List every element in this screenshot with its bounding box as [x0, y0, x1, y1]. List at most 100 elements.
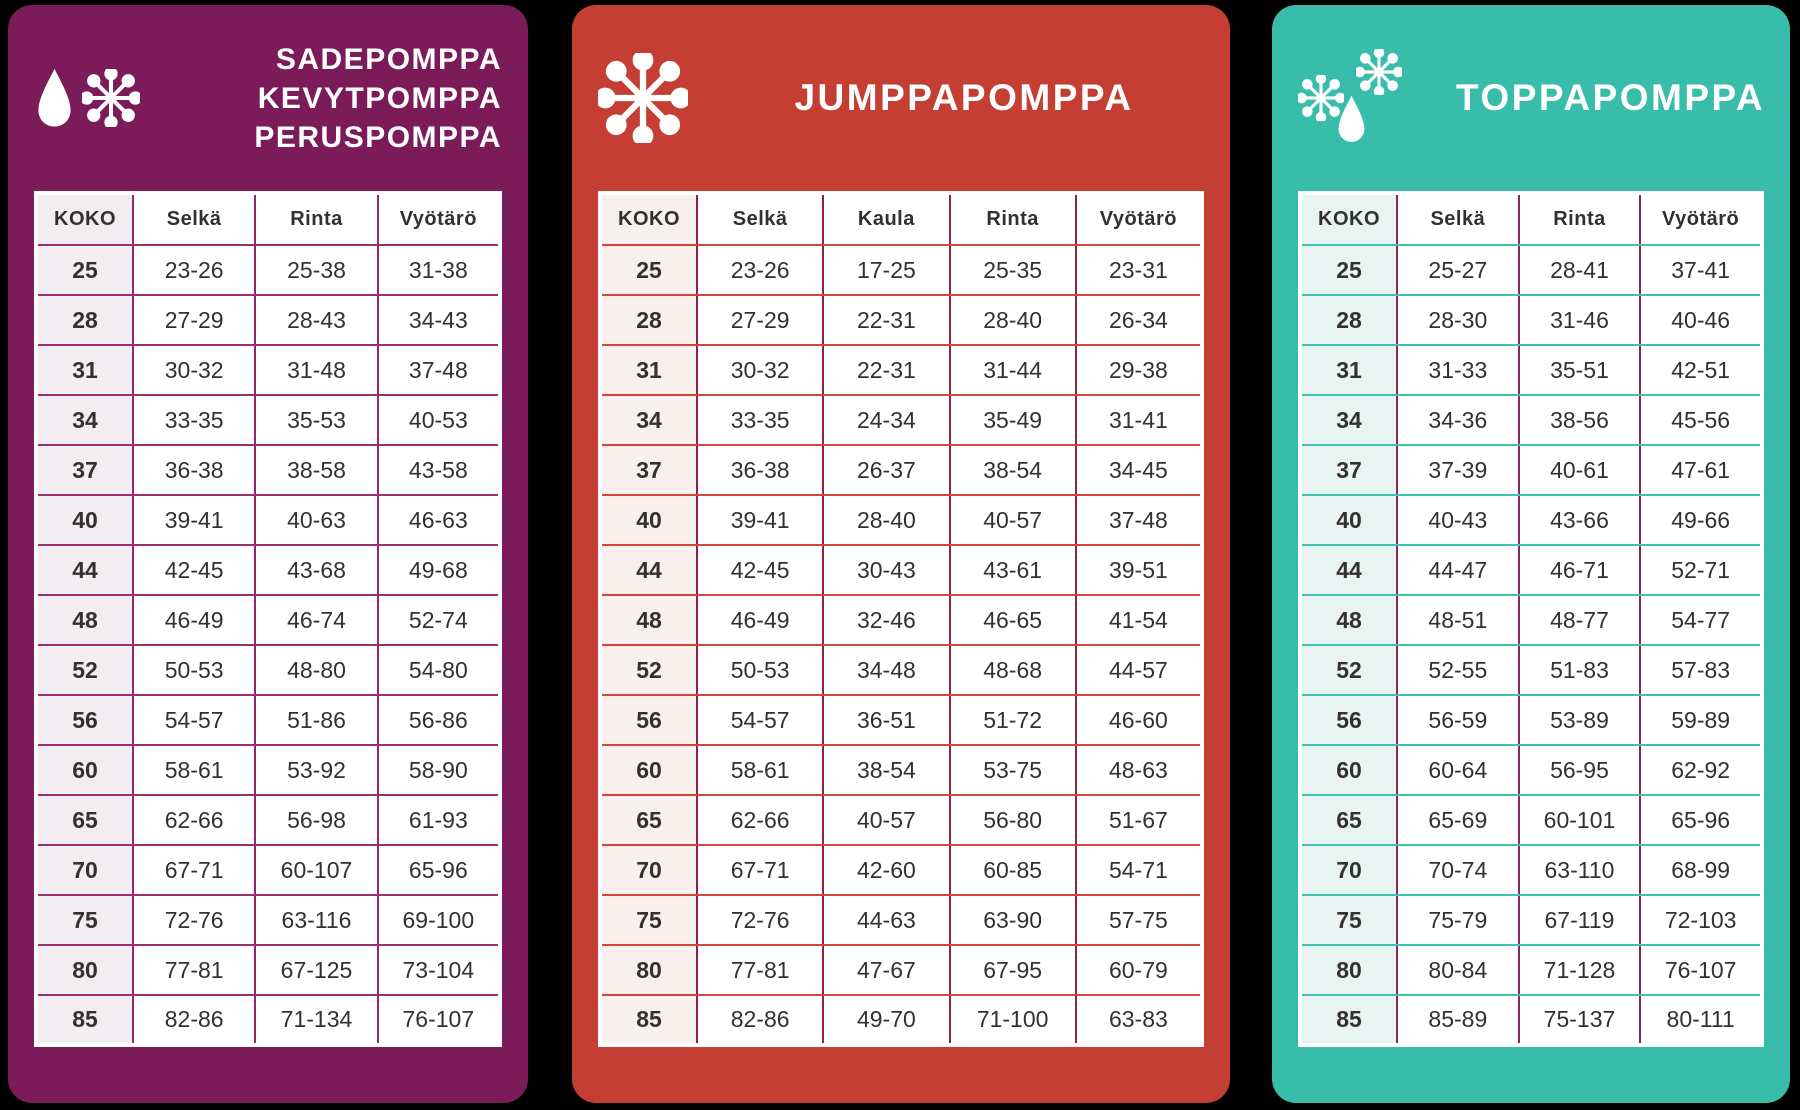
size-koko-cell: 60: [1299, 744, 1398, 796]
size-cell: 85-89: [1396, 994, 1520, 1046]
size-koko-cell: 25: [1299, 244, 1398, 296]
size-cell: 46-65: [948, 594, 1077, 646]
size-cell: 41-54: [1074, 594, 1204, 646]
size-koko-cell: 70: [1299, 844, 1398, 896]
size-cell: 80-84: [1396, 944, 1520, 996]
table-row: 85 82-86 71-134 76-107: [35, 994, 502, 1046]
table-row: 44 42-45 43-68 49-68: [35, 544, 502, 596]
size-cell: 50-53: [131, 644, 257, 696]
size-koko-cell: 48: [599, 594, 698, 646]
size-cell: 36-51: [822, 694, 951, 746]
size-cell: 69-100: [376, 894, 502, 946]
size-cell: 54-57: [695, 694, 825, 746]
size-cell: 71-128: [1517, 944, 1642, 996]
column-header: Rinta: [254, 192, 379, 246]
size-table-holder: KOKO Selkä Kaula Rinta Vyötärö 25 23-26 17-25 25…: [598, 191, 1204, 1047]
table-row: 85 85-89 75-137 80-111: [1299, 994, 1763, 1046]
size-cell: 46-60: [1074, 694, 1204, 746]
size-cell: 60-79: [1074, 944, 1204, 996]
table-row: 44 44-47 46-71 52-71: [1299, 544, 1763, 596]
size-cell: 43-66: [1517, 494, 1642, 546]
size-cell: 76-107: [1639, 944, 1763, 996]
size-koko-cell: 31: [35, 344, 134, 396]
size-cell: 54-57: [131, 694, 257, 746]
table-row: 44 42-45 30-43 43-61 39-51: [599, 544, 1204, 596]
size-cell: 47-61: [1639, 444, 1763, 496]
size-koko-cell: 40: [35, 494, 134, 546]
size-cell: 67-119: [1517, 894, 1642, 946]
size-cell: 49-68: [376, 544, 502, 596]
size-cell: 35-49: [948, 394, 1077, 446]
raindrop-icon: [38, 68, 71, 127]
size-cell: 68-99: [1639, 844, 1763, 896]
size-koko-cell: 60: [35, 744, 134, 796]
size-cell: 44-63: [822, 894, 951, 946]
table-row: 75 72-76 44-63 63-90 57-75: [599, 894, 1204, 946]
size-cell: 58-61: [695, 744, 825, 796]
panel-title-line: JUMPPAPOMPPA: [794, 77, 1134, 118]
size-cell: 76-107: [376, 994, 502, 1046]
size-koko-cell: 70: [599, 844, 698, 896]
size-cell: 48-51: [1396, 594, 1520, 646]
table-row: 60 60-64 56-95 62-92: [1299, 744, 1763, 796]
size-cell: 54-77: [1639, 594, 1763, 646]
size-cell: 31-44: [948, 344, 1077, 396]
size-cell: 40-46: [1639, 294, 1763, 346]
size-koko-cell: 28: [1299, 294, 1398, 346]
size-cell: 40-63: [254, 494, 379, 546]
size-cell: 23-26: [695, 244, 825, 296]
size-koko-cell: 34: [599, 394, 698, 446]
size-cell: 37-39: [1396, 444, 1520, 496]
size-cell: 72-76: [695, 894, 825, 946]
panel-title: TOPPAPOMPPA: [1414, 77, 1765, 119]
size-cell: 65-96: [1639, 794, 1763, 846]
size-koko-cell: 65: [1299, 794, 1398, 846]
table-row: 34 33-35 35-53 40-53: [35, 394, 502, 446]
size-cell: 48-77: [1517, 594, 1642, 646]
size-cell: 62-92: [1639, 744, 1763, 796]
size-cell: 72-76: [131, 894, 257, 946]
size-cell: 51-86: [254, 694, 379, 746]
header-row: KOKO Selkä Kaula Rinta Vyötärö: [599, 192, 1204, 246]
table-row: 25 25-27 28-41 37-41: [1299, 244, 1763, 296]
size-cell: 51-72: [948, 694, 1077, 746]
size-koko-cell: 31: [1299, 344, 1398, 396]
size-cell: 56-80: [948, 794, 1077, 846]
size-koko-cell: 25: [599, 244, 698, 296]
table-row: 40 39-41 28-40 40-57 37-48: [599, 494, 1204, 546]
size-cell: 56-59: [1396, 694, 1520, 746]
size-cell: 63-90: [948, 894, 1077, 946]
size-cell: 25-35: [948, 244, 1077, 296]
table-row: 52 50-53 48-80 54-80: [35, 644, 502, 696]
size-cell: 43-58: [376, 444, 502, 496]
size-cell: 71-100: [948, 994, 1077, 1046]
size-koko-cell: 34: [1299, 394, 1398, 446]
size-cell: 25-27: [1396, 244, 1520, 296]
panel-title-line: PERUSPOMPPA: [254, 120, 502, 154]
header-row: KOKO Selkä Rinta Vyötärö: [35, 192, 502, 246]
size-cell: 67-95: [948, 944, 1077, 996]
panel-icons: [598, 53, 688, 143]
size-cell: 40-61: [1517, 444, 1642, 496]
snowflake-icon: [82, 69, 140, 127]
size-cell: 43-61: [948, 544, 1077, 596]
size-cell: 49-66: [1639, 494, 1763, 546]
column-header: KOKO: [35, 192, 134, 246]
table-row: 25 23-26 17-25 25-35 23-31: [599, 244, 1204, 296]
size-cell: 56-98: [254, 794, 379, 846]
size-cell: 80-111: [1639, 994, 1763, 1046]
panel-title: SADEPOMPPA KEVYTPOMPPA PERUSPOMPPA: [148, 40, 502, 157]
size-cell: 49-70: [822, 994, 951, 1046]
size-cell: 22-31: [822, 294, 951, 346]
table-row: 34 33-35 24-34 35-49 31-41: [599, 394, 1204, 446]
size-cell: 32-46: [822, 594, 951, 646]
size-cell: 62-66: [131, 794, 257, 846]
size-cell: 63-110: [1517, 844, 1642, 896]
table-row: 56 54-57 51-86 56-86: [35, 694, 502, 746]
column-header: Vyötärö: [376, 192, 502, 246]
panel-icons: [1298, 49, 1406, 147]
size-koko-cell: 28: [35, 294, 134, 346]
column-header: Selkä: [1396, 192, 1520, 246]
table-row: 70 70-74 63-110 68-99: [1299, 844, 1763, 896]
size-cell: 42-45: [695, 544, 825, 596]
